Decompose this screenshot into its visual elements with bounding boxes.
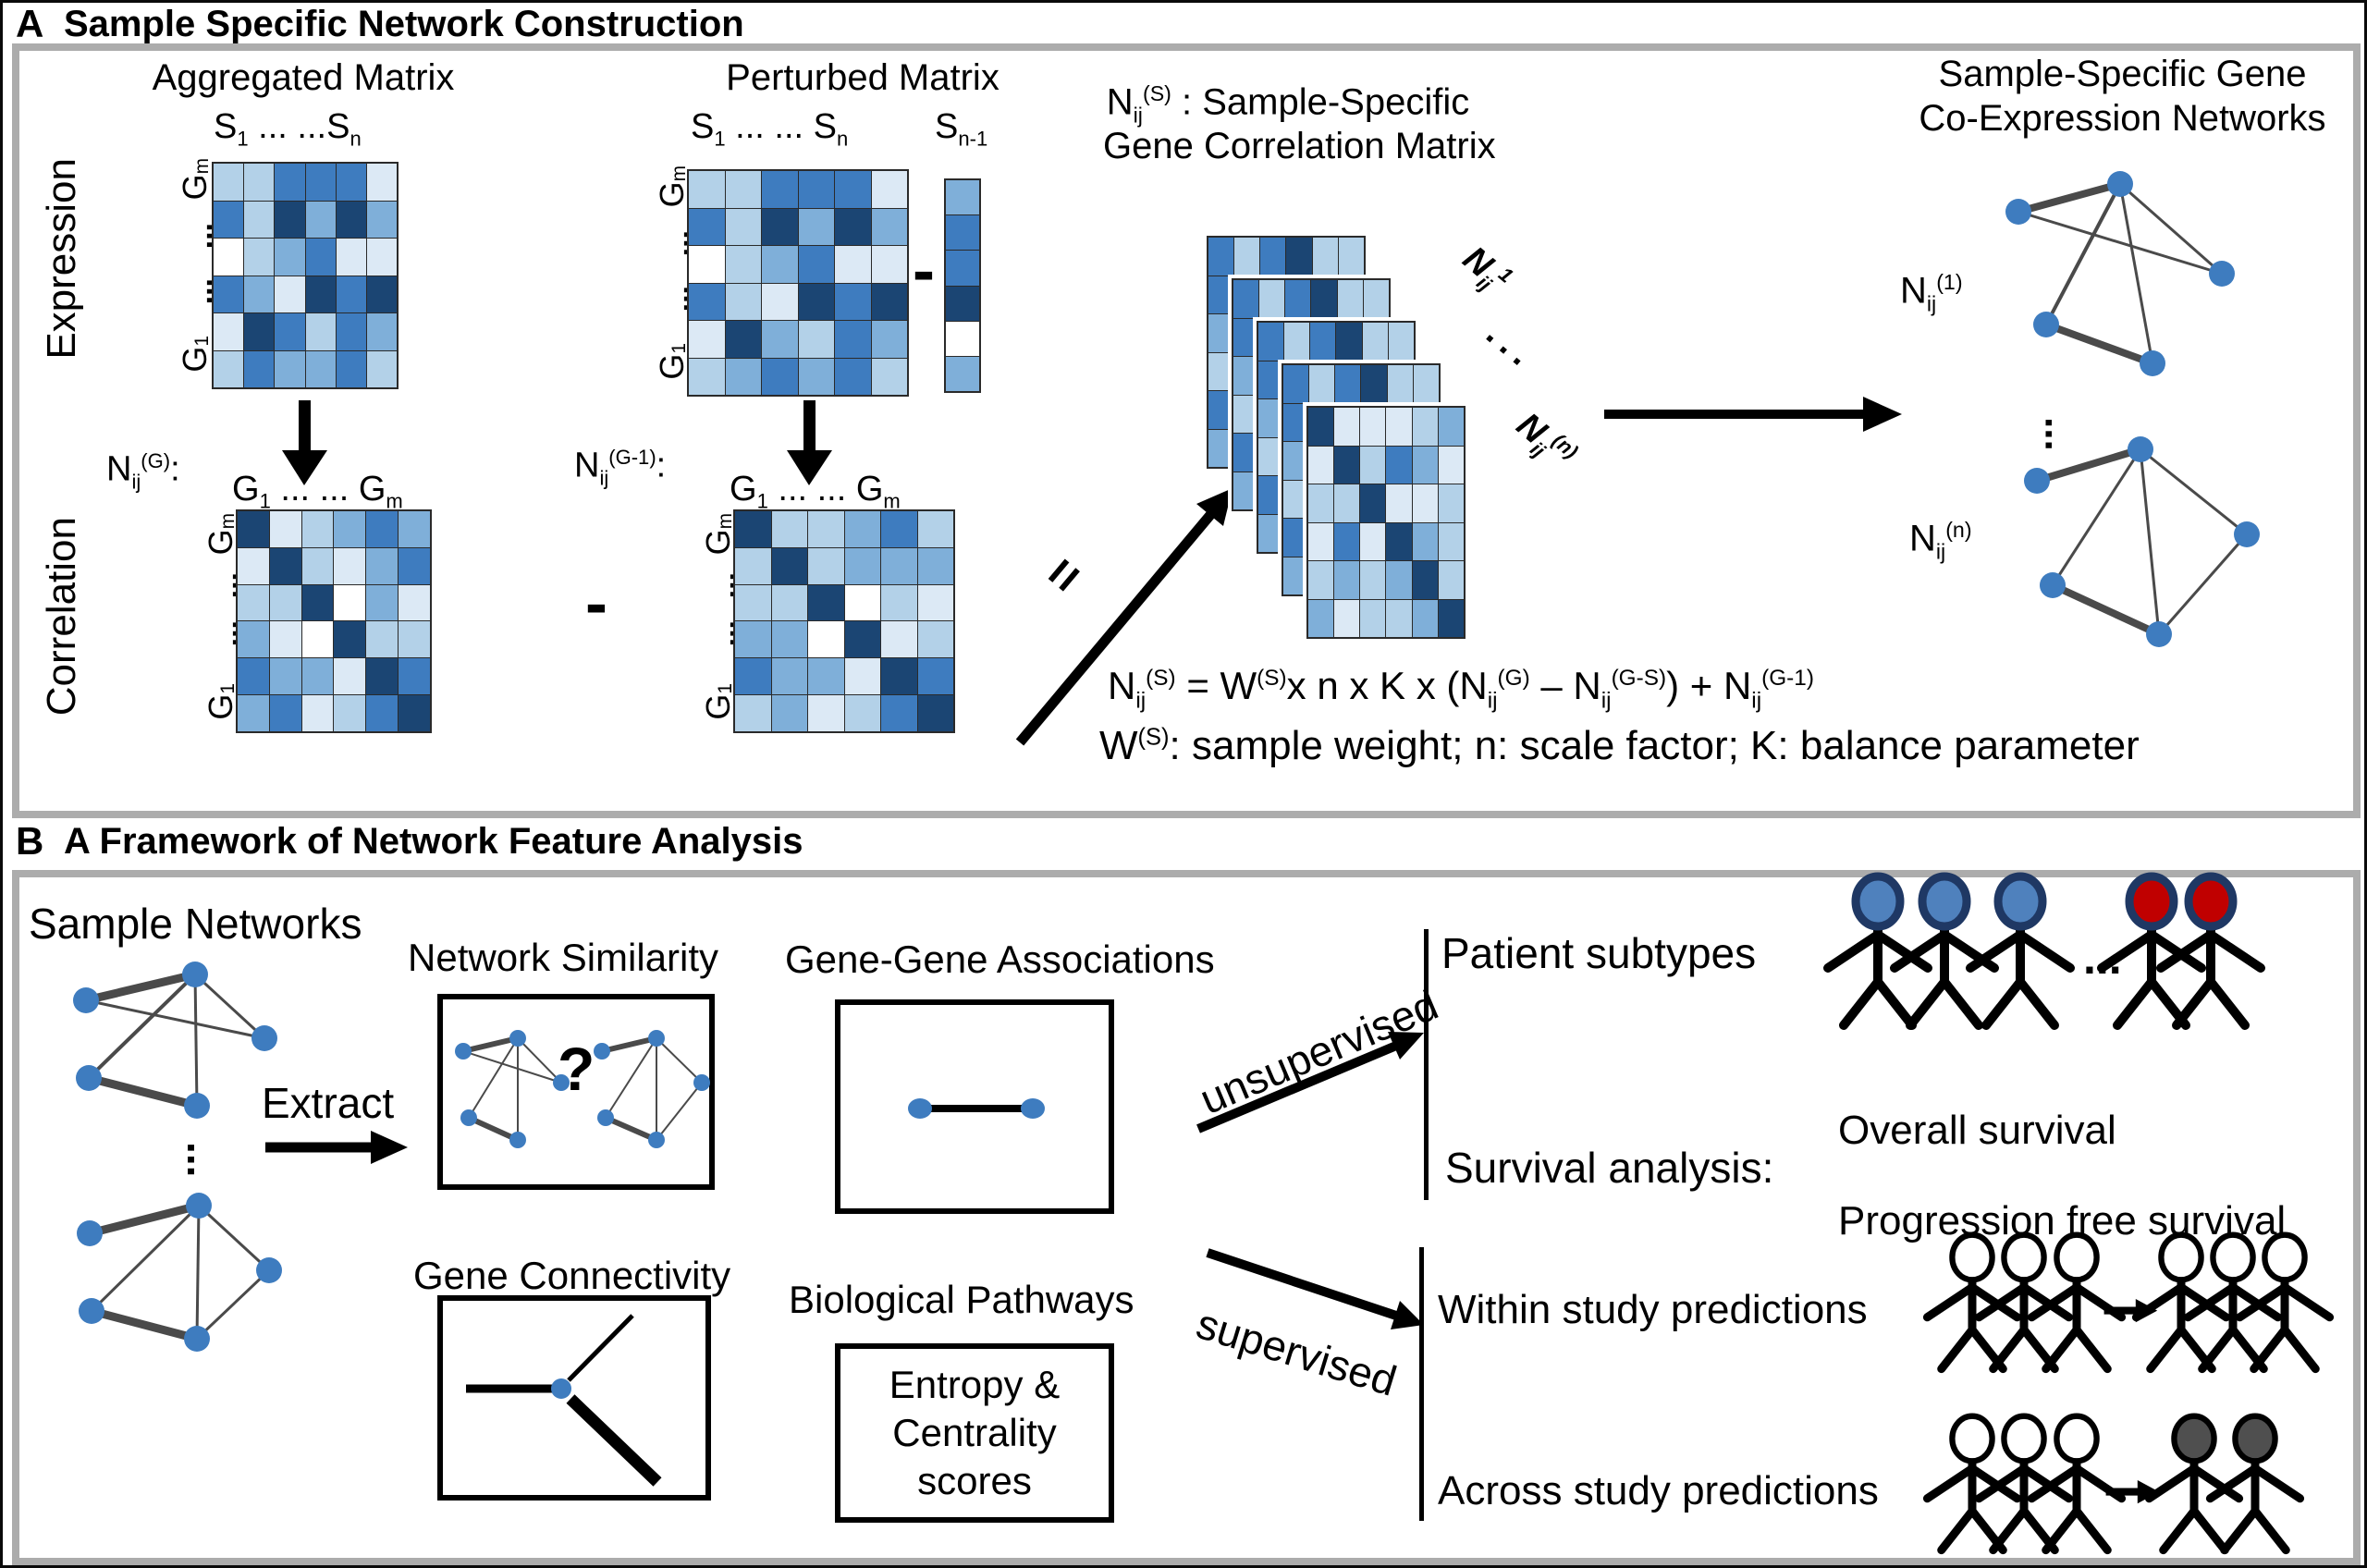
minus-operator-corr: - — [585, 567, 607, 641]
extract-label: Extract — [262, 1079, 395, 1127]
coexpression-network-n — [2024, 436, 2260, 647]
aggregated-matrix-title: Aggregated Matrix — [152, 57, 455, 98]
biological-pathways-label: Biological Pathways — [789, 1278, 1134, 1321]
similarity-network-left — [455, 1030, 570, 1148]
biological-pathways-box — [835, 1343, 1114, 1523]
across-study-figures — [1922, 1413, 2305, 1555]
aggregated-col-header: S1 ... ...Sn — [214, 107, 362, 151]
panel-a-label: A — [16, 2, 44, 45]
network-similarity-box — [437, 994, 715, 1190]
gene-connectivity-label: Gene Connectivity — [413, 1254, 731, 1297]
survival-analysis-label: Survival analysis: — [1445, 1144, 1774, 1192]
progression-free-survival-label: Progression free survival — [1838, 1198, 2287, 1243]
equals-arrow-icon — [1015, 488, 1233, 746]
network-n-label: Nij(n) — [1909, 518, 1972, 564]
right-arrow-icon — [1604, 397, 1902, 432]
panel-b-label: B — [16, 819, 44, 863]
nij-g1-label: Nij(G-1): — [574, 446, 667, 490]
perturbed-row-bottom-label: G1 — [653, 343, 691, 380]
down-arrow-icon — [787, 400, 832, 485]
entropy-line3: scores — [917, 1459, 1032, 1502]
down-arrow-icon — [282, 400, 327, 485]
corr2-col-header: G1 ... ... Gm — [730, 470, 901, 513]
stack-title-line1: Nij(S) : Sample-Specific — [1106, 81, 1470, 128]
patient-subtypes-label: Patient subtypes — [1441, 929, 1757, 977]
corr2-row-bottom-label: G1 — [699, 683, 737, 720]
entropy-line2: Centrality — [892, 1411, 1057, 1454]
gene-gene-label: Gene-Gene Associations — [785, 937, 1215, 981]
overall-survival-label: Overall survival — [1838, 1108, 2116, 1153]
entropy-line1: Entropy & — [889, 1363, 1061, 1406]
network1-label: Nij(1) — [1900, 270, 1963, 316]
unsupervised-divider — [1424, 929, 1429, 1200]
sample-networks-dots: ... — [155, 1142, 203, 1178]
corr1-row-bottom-label: G1 — [202, 683, 239, 720]
coexpression-title-line2: Co-Expression Networks — [1919, 98, 2326, 139]
patient-subtypes-figures: ... — [1823, 872, 2265, 1030]
correlation-matrix-g — [236, 509, 432, 733]
gene-connectivity-diagram — [466, 1314, 662, 1487]
aggregated-matrix — [212, 162, 399, 389]
panel-b-title: A Framework of Network Feature Analysis — [64, 821, 803, 862]
aggregated-row-bottom-label: G1 — [176, 336, 214, 373]
vector-col-header: Sn-1 — [935, 107, 988, 151]
unsupervised-arrow-icon — [1196, 1032, 1424, 1133]
sample-networks-label: Sample Networks — [29, 900, 362, 948]
nij-g-label: Nij(G): — [106, 449, 180, 494]
network-similarity-label: Network Similarity — [408, 936, 719, 979]
across-study-label: Across study predictions — [1438, 1468, 1879, 1513]
sample-network-1 — [73, 962, 277, 1119]
minus-operator-vector: - — [913, 234, 935, 308]
equation-line1: Nij(S) = W(S)x n x K x (Nij(G) – Nij(G-S… — [1108, 664, 1814, 714]
corr1-col-header: G1 ... ... Gm — [232, 470, 403, 513]
correlation-axis-label: Correlation — [39, 517, 84, 717]
stack-title-line2: Gene Correlation Matrix — [1103, 126, 1496, 166]
stack-layer-front — [1303, 402, 1469, 643]
extract-arrow-icon — [265, 1131, 408, 1164]
supervised-arrow-icon — [1206, 1248, 1424, 1329]
corr1-row-top-label: Gm — [202, 513, 239, 556]
perturbed-row-top-label: Gm — [653, 165, 691, 208]
supervised-divider — [1419, 1247, 1424, 1521]
similarity-question-mark: ? — [558, 1035, 595, 1103]
panel-a-title: Sample Specific Network Construction — [64, 4, 744, 44]
within-study-figures — [1922, 1231, 2335, 1374]
corr2-row-top-label: Gm — [699, 513, 737, 556]
coexpression-title-line1: Sample-Specific Gene — [1938, 54, 2307, 94]
perturbed-matrix-title: Perturbed Matrix — [726, 57, 1000, 98]
similarity-network-right — [594, 1030, 710, 1148]
gene-gene-diagram — [908, 1098, 1045, 1119]
aggregated-row-top-label: Gm — [176, 158, 214, 201]
sample-vector — [944, 178, 981, 393]
perturbed-matrix — [687, 169, 909, 397]
expression-axis-label: Expression — [39, 158, 84, 360]
within-study-label: Within study predictions — [1438, 1287, 1868, 1332]
coexpression-network-1 — [2005, 171, 2235, 376]
sample-network-2 — [77, 1193, 282, 1352]
equation-line2: W(S): sample weight; n: scale factor; K:… — [1099, 723, 2140, 768]
perturbed-col-header: S1 ... ... Sn — [691, 107, 849, 151]
correlation-matrix-g1 — [733, 509, 955, 733]
